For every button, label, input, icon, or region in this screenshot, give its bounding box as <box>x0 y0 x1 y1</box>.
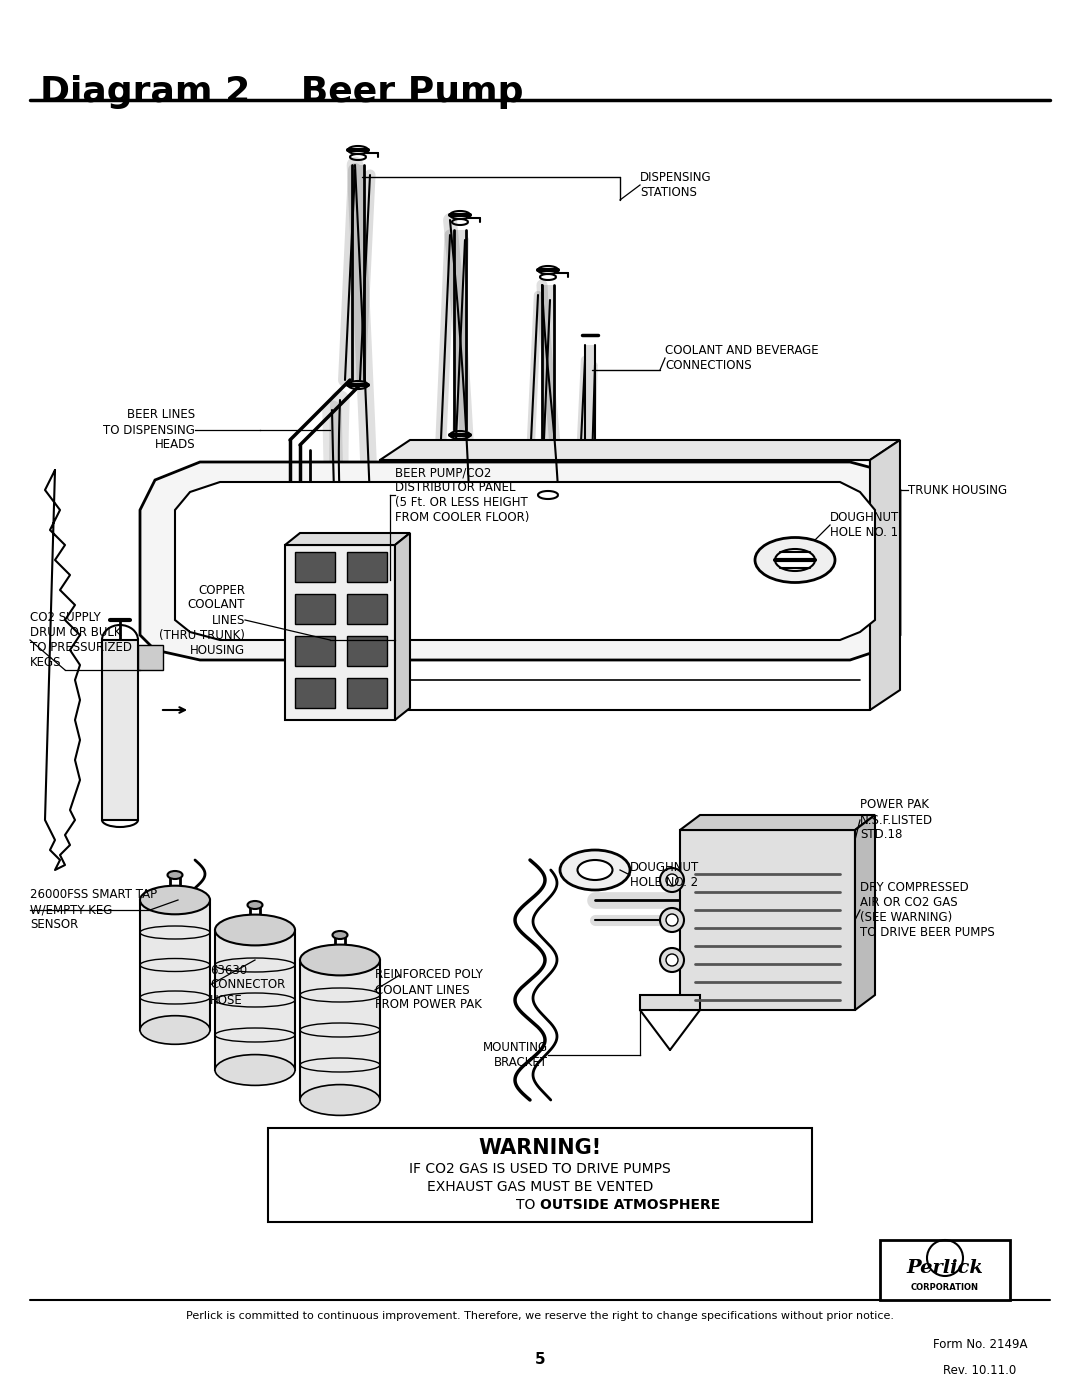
Text: 63630
CONNECTOR
HOSE: 63630 CONNECTOR HOSE <box>210 964 285 1006</box>
Circle shape <box>666 954 678 965</box>
Text: POWER PAK
N.S.F.LISTED
STD.18: POWER PAK N.S.F.LISTED STD.18 <box>860 799 933 841</box>
Bar <box>880 1241 1010 1301</box>
Ellipse shape <box>215 1055 295 1085</box>
Bar <box>585 345 595 500</box>
Text: MOUNTING
BRACKET: MOUNTING BRACKET <box>483 1041 548 1069</box>
Polygon shape <box>300 960 380 1099</box>
Ellipse shape <box>140 886 210 914</box>
Bar <box>295 678 335 708</box>
Text: Form No. 2149A: Form No. 2149A <box>933 1338 1027 1351</box>
Text: BEER PUMP/CO2
DISTRIBUTOR PANEL
(5 Ft. OR LESS HEIGHT
FROM COOLER FLOOR): BEER PUMP/CO2 DISTRIBUTOR PANEL (5 Ft. O… <box>395 467 529 524</box>
Bar <box>352 165 364 380</box>
Text: CO2 SUPPLY
DRUM OR BULK
TO PRESSURIZED
KEGS: CO2 SUPPLY DRUM OR BULK TO PRESSURIZED K… <box>30 610 132 669</box>
Ellipse shape <box>755 538 835 583</box>
Text: TRUNK HOUSING: TRUNK HOUSING <box>908 483 1008 496</box>
Bar <box>295 636 335 666</box>
Text: REINFORCED POLY
COOLANT LINES
FROM POWER PAK: REINFORCED POLY COOLANT LINES FROM POWER… <box>375 968 483 1011</box>
Text: DRY COMPRESSED
AIR OR CO2 GAS
(SEE WARNING)
TO DRIVE BEER PUMPS: DRY COMPRESSED AIR OR CO2 GAS (SEE WARNI… <box>860 882 995 939</box>
Bar <box>542 285 554 490</box>
Polygon shape <box>140 900 210 1030</box>
Bar <box>454 231 465 430</box>
Ellipse shape <box>775 549 815 571</box>
Ellipse shape <box>300 1084 380 1115</box>
Circle shape <box>660 908 684 932</box>
Ellipse shape <box>561 849 630 890</box>
Circle shape <box>666 875 678 886</box>
Ellipse shape <box>167 870 183 879</box>
Text: BEER LINES
TO DISPENSING
HEADS: BEER LINES TO DISPENSING HEADS <box>103 408 195 451</box>
Polygon shape <box>395 534 410 719</box>
Text: TO: TO <box>516 1199 540 1213</box>
Bar <box>138 645 163 671</box>
Polygon shape <box>870 440 900 710</box>
Circle shape <box>660 949 684 972</box>
Bar <box>295 594 335 624</box>
Text: DOUGHNUT
HOLE NO. 2: DOUGHNUT HOLE NO. 2 <box>630 861 699 888</box>
Polygon shape <box>285 534 410 545</box>
Text: CORPORATION: CORPORATION <box>912 1284 978 1292</box>
Ellipse shape <box>247 901 262 909</box>
Bar <box>102 640 138 820</box>
Text: Perlick: Perlick <box>906 1259 984 1277</box>
Text: DISPENSING
STATIONS: DISPENSING STATIONS <box>640 170 712 198</box>
Bar <box>347 678 387 708</box>
Text: 26000FSS SMART TAP
W/EMPTY KEG
SENSOR: 26000FSS SMART TAP W/EMPTY KEG SENSOR <box>30 888 157 932</box>
Text: 5: 5 <box>535 1352 545 1368</box>
FancyBboxPatch shape <box>268 1127 812 1222</box>
Text: COOLANT AND BEVERAGE
CONNECTIONS: COOLANT AND BEVERAGE CONNECTIONS <box>665 344 819 372</box>
Polygon shape <box>140 462 900 659</box>
Bar <box>295 552 335 583</box>
Polygon shape <box>285 545 395 719</box>
Text: OUTSIDE ATMOSPHERE: OUTSIDE ATMOSPHERE <box>540 1199 720 1213</box>
Polygon shape <box>680 814 875 830</box>
Text: Perlick is committed to continuous improvement. Therefore, we reserve the right : Perlick is committed to continuous impro… <box>186 1310 894 1322</box>
Circle shape <box>666 914 678 926</box>
Polygon shape <box>175 482 875 640</box>
Bar <box>347 594 387 624</box>
Bar <box>347 552 387 583</box>
Text: EXHAUST GAS MUST BE VENTED: EXHAUST GAS MUST BE VENTED <box>427 1180 653 1194</box>
Polygon shape <box>640 995 700 1010</box>
Ellipse shape <box>215 915 295 946</box>
Text: COPPER
COOLANT
LINES
(THRU TRUNK)
HOUSING: COPPER COOLANT LINES (THRU TRUNK) HOUSIN… <box>159 584 245 657</box>
Polygon shape <box>215 930 295 1070</box>
Ellipse shape <box>333 930 348 939</box>
Bar <box>680 830 855 1010</box>
Ellipse shape <box>300 944 380 975</box>
Ellipse shape <box>140 1016 210 1045</box>
Text: IF CO2 GAS IS USED TO DRIVE PUMPS: IF CO2 GAS IS USED TO DRIVE PUMPS <box>409 1162 671 1176</box>
Polygon shape <box>855 814 875 1010</box>
Text: WARNING!: WARNING! <box>478 1139 602 1158</box>
Text: DOUGHNUT
HOLE NO. 1: DOUGHNUT HOLE NO. 1 <box>831 511 900 539</box>
Polygon shape <box>380 440 900 460</box>
Text: Rev. 10.11.0: Rev. 10.11.0 <box>943 1363 1016 1376</box>
Text: Diagram 2    Beer Pump: Diagram 2 Beer Pump <box>40 75 524 109</box>
Circle shape <box>660 868 684 893</box>
Bar <box>347 636 387 666</box>
Ellipse shape <box>578 861 612 880</box>
